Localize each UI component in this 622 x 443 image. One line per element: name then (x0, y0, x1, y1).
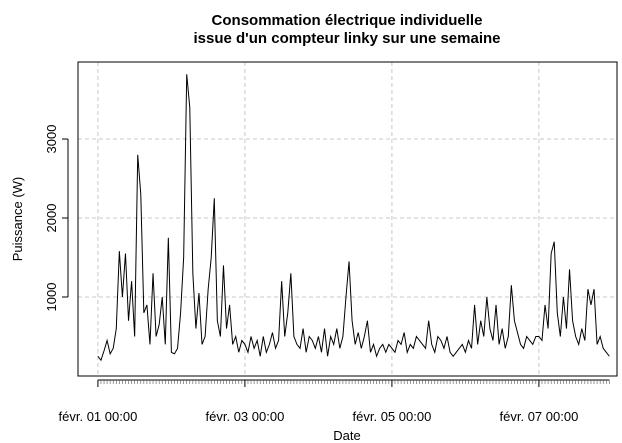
plot-frame (77, 61, 618, 377)
chart-title: issue d'un compteur linky sur une semain… (194, 30, 501, 47)
chart-title: Consommation électrique individuelle (212, 12, 483, 29)
y-axis-label: Puissance (W) (10, 177, 25, 262)
y-tick-label: 1000 (44, 283, 59, 312)
y-tick-label: 3000 (44, 125, 59, 154)
x-tick-label: févr. 07 00:00 (500, 409, 579, 424)
x-tick-label: févr. 01 00:00 (59, 409, 138, 424)
x-tick-label: févr. 03 00:00 (206, 409, 285, 424)
y-tick-label: 2000 (44, 204, 59, 233)
x-axis-label: Date (333, 428, 360, 443)
x-tick-label: févr. 05 00:00 (353, 409, 432, 424)
data-line (97, 74, 610, 362)
